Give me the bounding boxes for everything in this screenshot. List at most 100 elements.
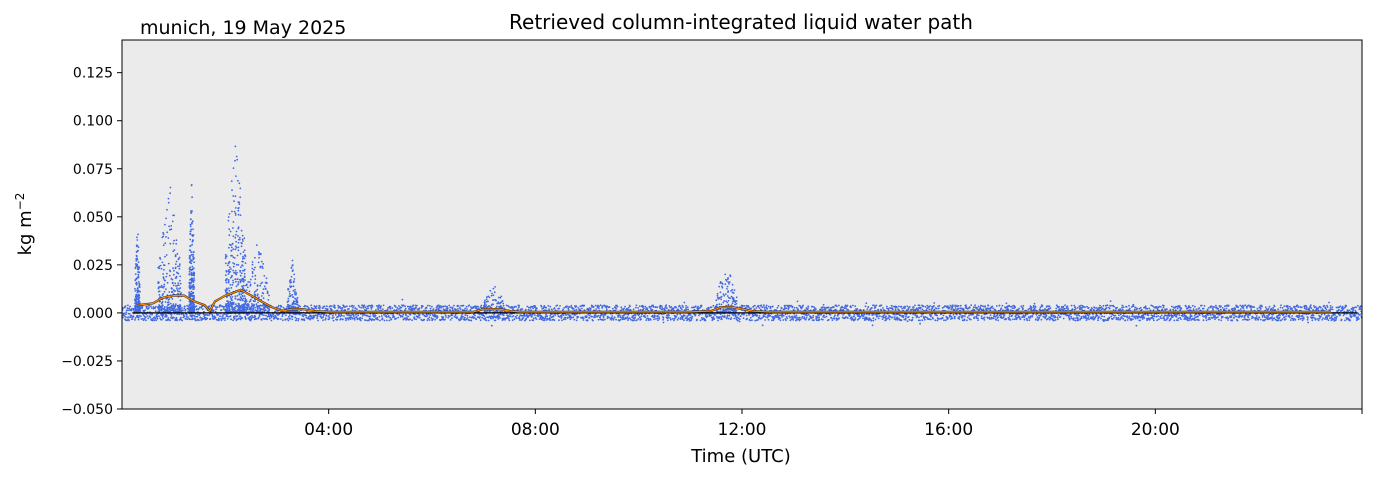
scatter-point (1301, 306, 1303, 309)
scatter-point (1349, 313, 1352, 316)
scatter-point (758, 307, 761, 309)
scatter-point (211, 313, 214, 316)
scatter-point (514, 315, 517, 318)
scatter-point (433, 313, 436, 316)
scatter-point (466, 317, 469, 319)
scatter-point (989, 314, 992, 316)
scatter-point (795, 314, 798, 317)
scatter-point (291, 315, 294, 318)
scatter-point (156, 313, 159, 316)
scatter-point (818, 319, 821, 321)
scatter-point (880, 309, 883, 311)
scatter-point (1066, 305, 1069, 308)
scatter-point (916, 315, 919, 318)
scatter-point (418, 307, 421, 310)
scatter-point (644, 316, 647, 319)
scatter-point (767, 305, 770, 308)
scatter-point (1128, 304, 1130, 307)
scatter-point (1359, 308, 1362, 310)
scatter-point (1193, 317, 1196, 320)
scatter-point (623, 314, 626, 316)
scatter-point (443, 305, 445, 308)
scatter-point (1070, 317, 1072, 320)
scatter-point (421, 305, 424, 307)
scatter-point (299, 305, 302, 308)
scatter-point (900, 319, 903, 322)
scatter-point (706, 315, 709, 318)
scatter-point (822, 306, 824, 308)
scatter-point (1051, 313, 1053, 315)
scatter-point (1199, 309, 1202, 312)
scatter-point (676, 313, 679, 316)
scatter-point (949, 304, 952, 307)
scatter-point (1129, 317, 1131, 319)
scatter-point (494, 319, 497, 322)
scatter-point (148, 307, 150, 309)
scatter-point (1353, 306, 1356, 309)
scatter-point (432, 318, 434, 320)
scatter-point (769, 305, 772, 308)
scatter-point (990, 306, 993, 309)
scatter-point (446, 305, 448, 308)
scatter-point (877, 308, 880, 311)
scatter-point (459, 308, 462, 310)
scatter-point (431, 305, 433, 308)
scatter-point (883, 313, 886, 316)
scatter-point (954, 304, 956, 307)
scatter-point (953, 309, 956, 311)
scatter-point (612, 318, 615, 321)
scatter-point (921, 308, 924, 311)
scatter-point (734, 314, 737, 317)
scatter-point (906, 320, 909, 323)
scatter-point (203, 310, 205, 313)
scatter-point (1094, 307, 1096, 309)
scatter-point (1198, 307, 1201, 309)
scatter-point (791, 305, 794, 308)
scatter-point (381, 317, 384, 319)
scatter-point (1238, 316, 1241, 319)
scatter-point (518, 304, 521, 307)
scatter-point (1131, 315, 1133, 318)
scatter-point (142, 319, 145, 322)
scatter-point (429, 314, 432, 316)
scatter-point (958, 318, 961, 320)
scatter-point (791, 315, 793, 318)
scatter-point (326, 308, 329, 310)
scatter-point (768, 313, 770, 316)
scatter-point (336, 318, 339, 321)
scatter-point (1186, 319, 1189, 322)
scatter-point (1317, 319, 1320, 322)
scatter-point (1167, 317, 1169, 319)
scatter-point (232, 319, 235, 322)
scatter-point (1008, 317, 1011, 320)
scatter-point (1191, 317, 1194, 320)
scatter-point (1247, 316, 1250, 319)
scatter-point (784, 306, 786, 308)
scatter-point (1255, 315, 1258, 317)
scatter-point (137, 318, 140, 321)
scatter-point (466, 314, 469, 317)
scatter-point (1026, 319, 1029, 322)
scatter-point (686, 315, 689, 318)
scatter-point (760, 304, 763, 307)
scatter-point (183, 307, 186, 310)
scatter-point (169, 319, 172, 322)
scatter-point (612, 307, 614, 310)
scatter-point (912, 306, 915, 308)
scatter-point (1145, 307, 1147, 310)
scatter-point (837, 313, 840, 316)
scatter-point (178, 313, 181, 316)
scatter-point (1185, 305, 1188, 308)
scatter-point (1231, 319, 1234, 322)
scatter-point (589, 308, 592, 310)
scatter-point (306, 305, 309, 308)
scatter-point (485, 319, 488, 322)
scatter-point (383, 313, 386, 316)
scatter-point (487, 319, 490, 322)
scatter-point (649, 319, 652, 321)
scatter-point (328, 318, 330, 321)
scatter-point (297, 318, 300, 320)
scatter-point (908, 318, 911, 321)
scatter-point (508, 319, 511, 322)
scatter-point (574, 313, 577, 316)
